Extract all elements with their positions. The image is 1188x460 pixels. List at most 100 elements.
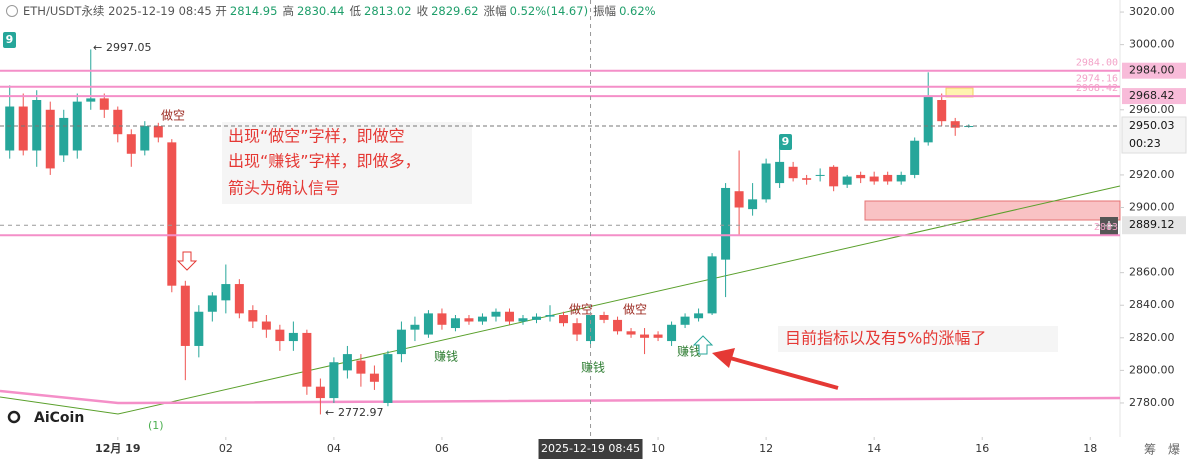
header-label: 高 — [282, 4, 294, 18]
low-label: 2772.97 — [338, 406, 384, 419]
candle-body — [45, 109, 55, 169]
time: 2025-12-19 08:45 — [108, 4, 212, 18]
candle-body — [721, 187, 731, 260]
x-tick-label: 10 — [651, 442, 665, 455]
candle-body — [315, 386, 325, 399]
candle-body — [504, 311, 514, 322]
arrow-glyph: ← — [325, 406, 334, 419]
trend-count: (1) — [148, 419, 164, 432]
header-label: 振幅 — [593, 4, 617, 18]
candle-body — [761, 163, 771, 200]
candle-body — [464, 318, 474, 322]
candle-body — [99, 98, 109, 110]
symbol-icon[interactable] — [6, 5, 18, 17]
zone-box — [864, 200, 1121, 221]
candle-body — [599, 315, 609, 320]
last-price-tag — [1121, 116, 1187, 154]
x-tick-label: 18 — [1083, 442, 1097, 455]
header-value: 0.62% — [619, 4, 656, 18]
candle-body — [302, 332, 312, 387]
y-tick-label: 2920.00 — [1129, 168, 1175, 181]
candle-body — [680, 316, 690, 325]
header-value: 2813.02 — [364, 4, 412, 18]
candle-body — [423, 313, 433, 335]
candle-body — [653, 334, 663, 338]
candle-body — [356, 360, 366, 374]
candle-body — [140, 126, 150, 151]
candle-body — [707, 256, 717, 314]
footer-icon[interactable]: 筹 — [1144, 443, 1156, 457]
note-line: 箭头为确认信号 — [228, 179, 340, 198]
candle-body — [788, 166, 798, 179]
candle-body — [923, 96, 933, 143]
long-label: 赚钱 — [581, 360, 605, 375]
crosshair-x-tag — [538, 439, 643, 459]
header-label: 涨幅 — [483, 4, 507, 18]
candle-body — [288, 332, 298, 342]
add-button[interactable] — [1100, 217, 1118, 235]
candle-body — [450, 318, 460, 329]
candle-body — [531, 316, 541, 320]
y-tick-label: 2780.00 — [1129, 396, 1175, 409]
candle-body — [32, 100, 42, 151]
candle-body — [261, 321, 271, 330]
candle-body — [694, 313, 704, 319]
level-label: 2974.16 — [1076, 74, 1118, 85]
candle-body — [545, 315, 555, 317]
y-tick-label: 2840.00 — [1129, 298, 1175, 311]
x-tick-label: 16 — [975, 442, 989, 455]
y-tick-label: 2860.00 — [1129, 266, 1175, 279]
countdown: 00:23 — [1129, 137, 1161, 150]
candle-body — [180, 285, 190, 346]
badge-text: 9 — [782, 135, 790, 148]
level-label: 2883 — [1094, 222, 1118, 233]
note-line: 出现“做空”字样，即做空 — [228, 127, 405, 146]
x-tick-label: 06 — [435, 442, 449, 455]
candle-body — [491, 311, 501, 317]
candle-body — [842, 176, 852, 185]
y-tick-label: 3020.00 — [1129, 5, 1175, 18]
header-value: 0.52%(14.67) — [509, 4, 589, 18]
crosshair-y-tag — [1122, 216, 1186, 235]
candle-body — [626, 331, 636, 335]
candle-body — [640, 334, 650, 338]
crosshair-y-label: 2889.12 — [1129, 218, 1175, 231]
candle-body — [748, 199, 758, 210]
candle-body — [5, 106, 15, 151]
footer-icon[interactable]: 爆 — [1168, 443, 1180, 457]
x-tick-label: 12月 19 — [95, 442, 140, 455]
y-tick-label: 2900.00 — [1129, 201, 1175, 214]
candle-body — [126, 134, 136, 154]
high-label: 2997.05 — [106, 41, 152, 54]
candle-body — [275, 329, 285, 342]
candle-body — [234, 284, 244, 314]
candle-body — [18, 106, 28, 151]
last-price-label: 2950.03 — [1129, 119, 1175, 132]
plot — [5, 49, 974, 415]
candle-body — [869, 176, 879, 182]
short-label: 做空 — [623, 302, 647, 317]
header: ETH/USDT永续 2025-12-19 08:45 开 2814.95 高 283… — [6, 3, 661, 19]
candle-body — [883, 174, 893, 182]
candle-body — [396, 329, 406, 355]
short-label: 做空 — [161, 108, 185, 123]
y-tick-label: 2820.00 — [1129, 331, 1175, 344]
candle-body — [207, 295, 217, 312]
crosshair-x-label: 2025-12-19 08:45 — [541, 442, 640, 455]
add-icon: + — [1103, 218, 1115, 234]
candle-body — [383, 354, 393, 403]
badge — [3, 32, 16, 48]
candle-body — [194, 311, 204, 346]
level-tag-label: 2968.42 — [1129, 89, 1175, 102]
buy-arrow — [692, 335, 714, 355]
candle-body — [896, 174, 906, 182]
candle-body — [153, 126, 163, 138]
level-tag — [1122, 62, 1186, 79]
candle-body — [167, 142, 177, 286]
ohlc: 开 2814.95 高 2830.44 低 2813.02 收 2829.62 涨幅 0.52%(… — [215, 4, 660, 18]
note-line: 出现“赚钱”字样，即做多， — [228, 152, 421, 171]
arrow-glyph: ← — [93, 41, 102, 54]
candle-body — [572, 323, 582, 335]
